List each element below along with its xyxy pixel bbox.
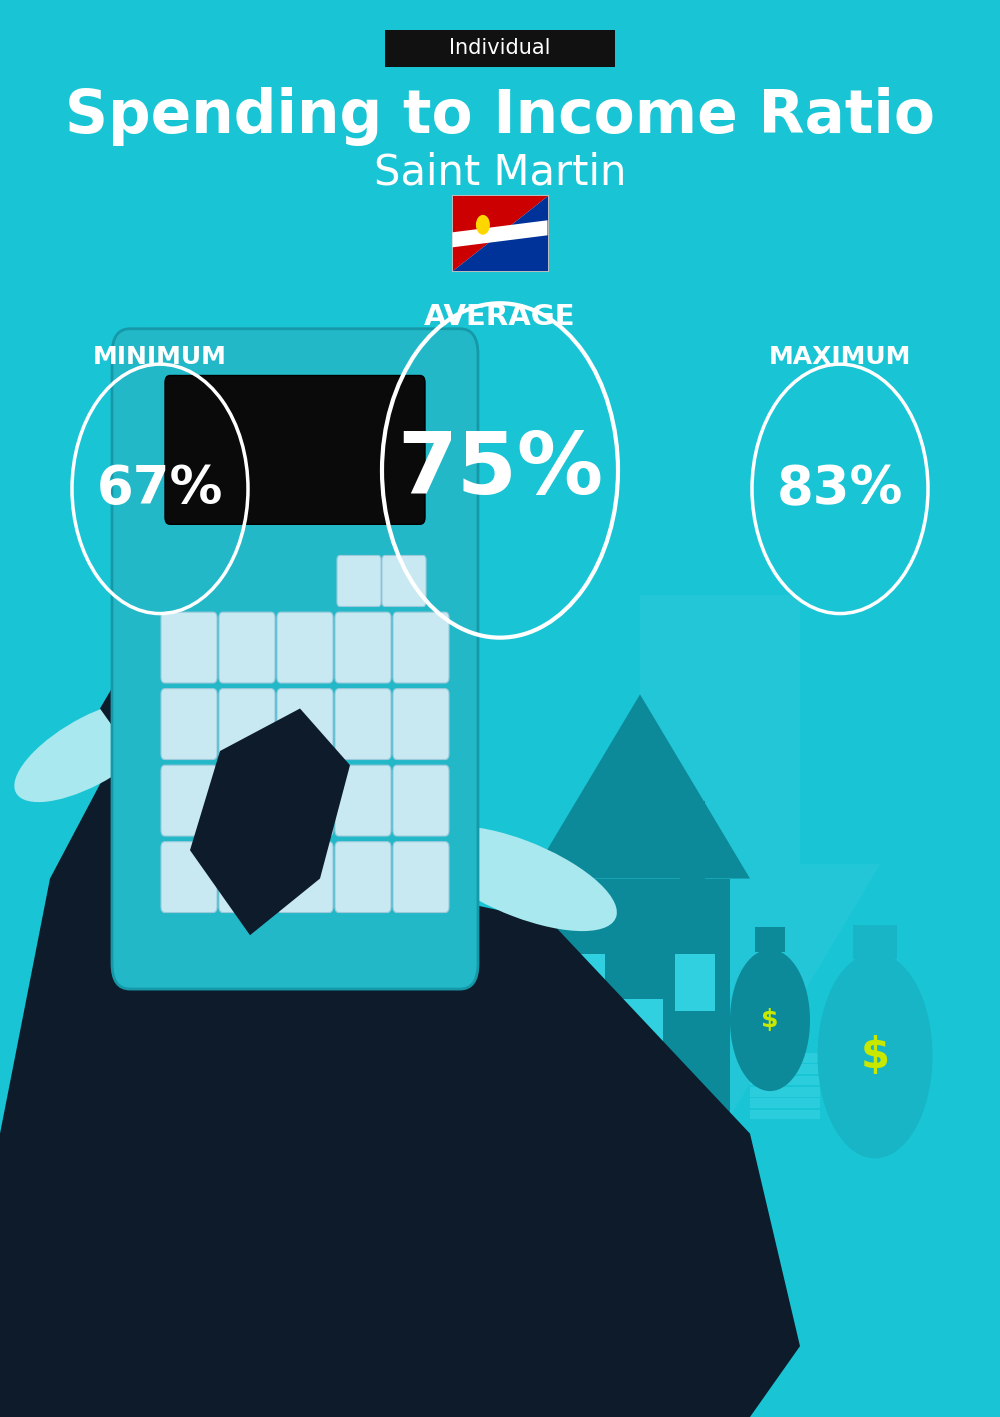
- Bar: [750, 1098, 820, 1108]
- FancyBboxPatch shape: [393, 842, 449, 913]
- FancyBboxPatch shape: [452, 196, 548, 271]
- FancyBboxPatch shape: [219, 765, 275, 836]
- FancyBboxPatch shape: [335, 842, 391, 913]
- FancyBboxPatch shape: [277, 842, 333, 913]
- FancyBboxPatch shape: [219, 689, 275, 760]
- Text: MAXIMUM: MAXIMUM: [769, 346, 911, 368]
- Bar: [750, 1064, 820, 1074]
- FancyBboxPatch shape: [161, 612, 217, 683]
- FancyBboxPatch shape: [335, 612, 391, 683]
- Polygon shape: [452, 196, 548, 271]
- FancyBboxPatch shape: [277, 689, 333, 760]
- Bar: [750, 1053, 820, 1063]
- Text: $: $: [761, 1009, 779, 1032]
- Text: Saint Martin: Saint Martin: [374, 152, 626, 194]
- Ellipse shape: [14, 700, 166, 802]
- FancyBboxPatch shape: [112, 329, 478, 989]
- Bar: [565, 955, 605, 1012]
- Text: 67%: 67%: [97, 463, 223, 514]
- FancyBboxPatch shape: [335, 689, 391, 760]
- FancyBboxPatch shape: [161, 689, 217, 760]
- Polygon shape: [0, 680, 420, 1417]
- Text: AVERAGE: AVERAGE: [424, 303, 576, 332]
- FancyBboxPatch shape: [277, 765, 333, 836]
- Bar: [618, 999, 663, 1119]
- Ellipse shape: [818, 952, 932, 1159]
- FancyBboxPatch shape: [161, 842, 217, 913]
- Text: 75%: 75%: [397, 429, 603, 512]
- FancyBboxPatch shape: [385, 30, 615, 67]
- Bar: [755, 927, 785, 952]
- Polygon shape: [100, 623, 200, 751]
- Polygon shape: [452, 196, 548, 271]
- Bar: [750, 1076, 820, 1085]
- Text: Spending to Income Ratio: Spending to Income Ratio: [65, 86, 935, 146]
- FancyBboxPatch shape: [393, 765, 449, 836]
- Polygon shape: [452, 220, 548, 248]
- Polygon shape: [560, 595, 880, 1134]
- Bar: [750, 1110, 820, 1119]
- Text: $: $: [860, 1034, 890, 1077]
- Ellipse shape: [423, 826, 617, 931]
- FancyBboxPatch shape: [337, 555, 381, 606]
- Text: Individual: Individual: [449, 38, 551, 58]
- Text: 83%: 83%: [777, 463, 903, 514]
- FancyBboxPatch shape: [161, 765, 217, 836]
- Bar: [675, 955, 715, 1012]
- Polygon shape: [530, 694, 750, 879]
- Polygon shape: [150, 879, 800, 1417]
- Polygon shape: [120, 368, 440, 808]
- FancyBboxPatch shape: [277, 612, 333, 683]
- FancyBboxPatch shape: [393, 612, 449, 683]
- Bar: [680, 801, 705, 879]
- Bar: [853, 925, 897, 959]
- FancyBboxPatch shape: [219, 842, 275, 913]
- FancyBboxPatch shape: [219, 612, 275, 683]
- FancyBboxPatch shape: [382, 555, 426, 606]
- FancyBboxPatch shape: [335, 765, 391, 836]
- FancyBboxPatch shape: [393, 689, 449, 760]
- Circle shape: [476, 215, 490, 235]
- Ellipse shape: [730, 949, 810, 1091]
- Bar: [750, 1087, 820, 1097]
- Bar: [550, 879, 730, 1119]
- FancyBboxPatch shape: [165, 376, 425, 524]
- Polygon shape: [190, 708, 350, 935]
- Text: MINIMUM: MINIMUM: [93, 346, 227, 368]
